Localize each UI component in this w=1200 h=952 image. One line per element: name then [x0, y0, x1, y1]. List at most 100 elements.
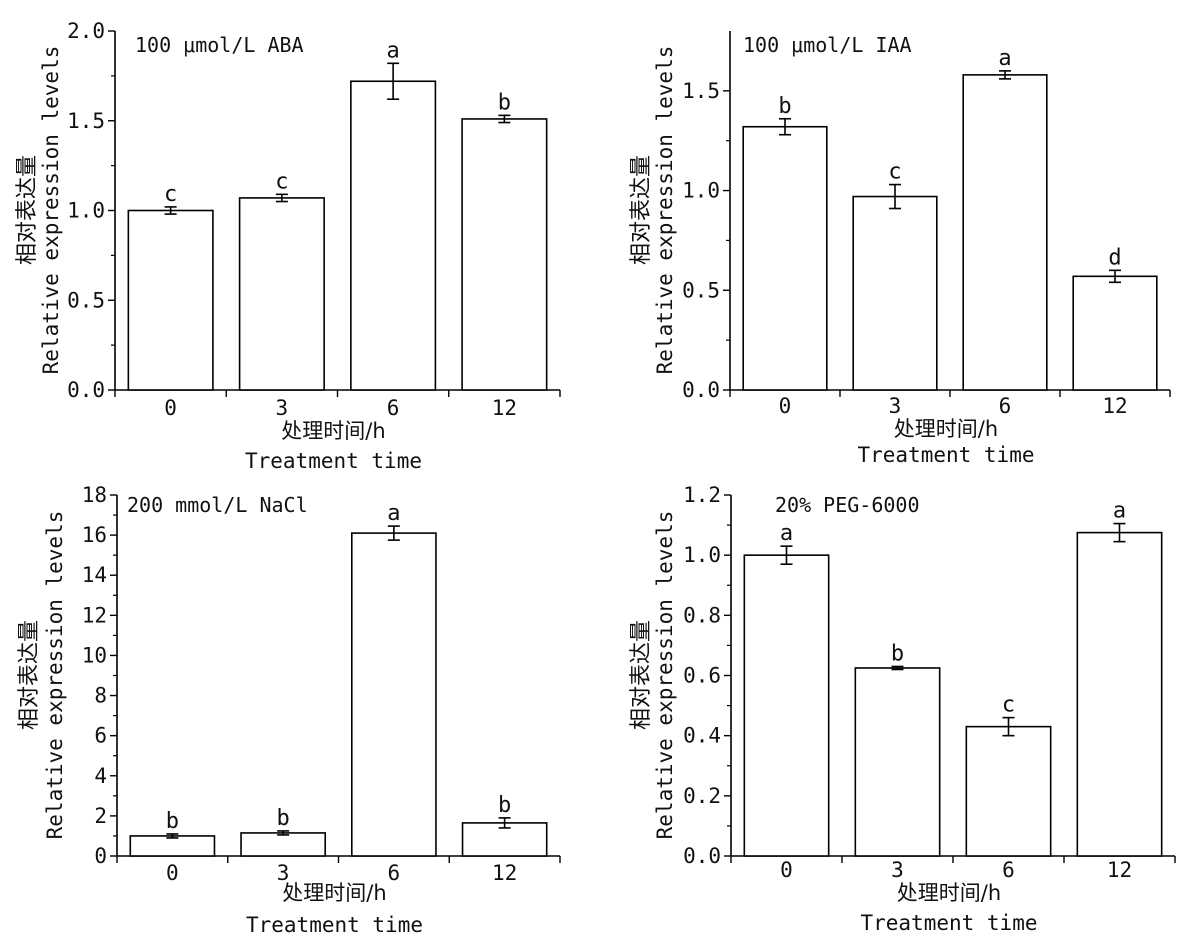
- y-axis-label: Relative expression levels: [39, 46, 63, 375]
- bar-6: [965, 725, 1052, 857]
- chart-title: 20% PEG-6000: [775, 493, 920, 517]
- bar-6: [962, 74, 1048, 391]
- chart-title: 100 μmol/L IAA: [743, 33, 912, 57]
- y-axis-label-cn: 相对表达量: [629, 155, 654, 265]
- y-axis-label-cn: 相对表达量: [629, 620, 654, 730]
- bar-0: [127, 209, 214, 391]
- chart-nacl: 0 2 4 6 8 10 12 14 16 18 b 0 b 3 a 6 b 12 200 mmol/L NaCl 处…: [17, 483, 561, 937]
- y-axis-label-cn: 相对表达量: [17, 620, 42, 730]
- chart-aba: 0.0 0.5 1.0 1.5 2.0 c 0 c 3 a 6 b 12 100 μmol/L ABA 处理…: [15, 19, 561, 473]
- significance-label: b: [498, 90, 511, 115]
- y-tick-label: 1.0: [683, 543, 721, 567]
- y-axis-label: Relative expression levels: [653, 511, 677, 840]
- y-axis-label: Relative expression levels: [653, 46, 677, 375]
- significance-label: a: [1113, 499, 1126, 524]
- x-tick-label: 6: [388, 861, 401, 885]
- y-tick-label: 1.2: [683, 483, 721, 507]
- x-tick-label: 3: [889, 394, 902, 418]
- significance-label: b: [498, 793, 511, 818]
- bar-6: [350, 532, 437, 857]
- significance-label: b: [277, 806, 290, 831]
- chart-title: 100 μmol/L ABA: [135, 33, 304, 57]
- y-tick-label: 2.0: [67, 19, 105, 43]
- y-tick-label: 0.5: [682, 278, 720, 302]
- x-axis-label-cn: 处理时间/h: [897, 881, 1001, 905]
- x-tick-label: 0: [166, 861, 179, 885]
- significance-label: d: [1108, 245, 1121, 270]
- y-tick-label: 0.0: [683, 844, 721, 868]
- x-tick-label: 12: [492, 861, 517, 885]
- panel-aba: 0.0 0.5 1.0 1.5 2.0 c 0 c 3 a 6 b 12 100 μmol/L ABA 处理…: [0, 0, 600, 475]
- y-tick-label: 8: [94, 684, 107, 708]
- y-tick-label: 1.5: [682, 79, 720, 103]
- y-tick-label: 0.5: [67, 288, 105, 312]
- y-tick-label: 1.5: [67, 109, 105, 133]
- x-tick-label: 6: [999, 394, 1012, 418]
- y-axis-label: Relative expression levels: [43, 511, 67, 840]
- y-axis-label-cn: 相对表达量: [15, 155, 40, 265]
- significance-label: b: [891, 641, 904, 666]
- x-tick-label: 3: [276, 396, 289, 420]
- x-axis-label-cn: 处理时间/h: [282, 881, 386, 905]
- chart-title: 200 mmol/L NaCl: [127, 493, 308, 517]
- y-tick-label: 18: [82, 483, 107, 507]
- y-tick-label: 0.2: [683, 784, 721, 808]
- x-tick-label: 6: [387, 396, 400, 420]
- bar-3: [240, 832, 327, 857]
- y-tick-label: 12: [82, 603, 107, 627]
- y-tick-label: 0.0: [67, 378, 105, 402]
- y-tick-label: 0.0: [682, 378, 720, 402]
- significance-label: b: [778, 94, 791, 119]
- x-tick-label: 0: [779, 394, 792, 418]
- y-tick-label: 16: [82, 523, 107, 547]
- x-tick-label: 6: [1002, 858, 1015, 882]
- x-axis-label: Treatment time: [857, 443, 1034, 467]
- significance-label: a: [998, 46, 1011, 71]
- y-tick-label: 2: [94, 804, 107, 828]
- bar-0: [743, 554, 830, 857]
- x-axis-label-cn: 处理时间/h: [894, 417, 998, 441]
- bar-12: [1072, 275, 1158, 391]
- x-tick-label: 12: [1107, 858, 1132, 882]
- significance-label: c: [888, 160, 901, 185]
- y-tick-label: 14: [82, 563, 107, 587]
- bar-3: [238, 197, 325, 391]
- y-tick-label: 0.8: [683, 603, 721, 627]
- bar-12: [461, 118, 548, 391]
- chart-peg: 0.0 0.2 0.4 0.6 0.8 1.0 1.2 a 0 b 3 c 6 a 12 20% PEG-60…: [629, 483, 1176, 935]
- y-tick-label: 1.0: [682, 179, 720, 203]
- x-axis-label-cn: 处理时间/h: [281, 419, 385, 443]
- significance-label: c: [1002, 693, 1015, 718]
- panel-nacl: 0 2 4 6 8 10 12 14 16 18 b 0 b 3 a 6 b 12 200 mmol/L NaCl 处…: [0, 475, 600, 947]
- significance-label: a: [387, 38, 400, 63]
- bar-0: [129, 835, 216, 857]
- y-tick-label: 10: [82, 643, 107, 667]
- x-tick-label: 0: [780, 858, 793, 882]
- x-tick-label: 3: [891, 858, 904, 882]
- significance-label: a: [387, 501, 400, 526]
- y-tick-label: 6: [94, 724, 107, 748]
- bar-3: [852, 195, 938, 391]
- y-tick-label: 0.4: [683, 724, 721, 748]
- significance-label: c: [164, 182, 177, 207]
- x-axis-label: Treatment time: [860, 911, 1037, 935]
- x-tick-label: 12: [492, 396, 517, 420]
- x-tick-label: 0: [164, 396, 177, 420]
- significance-label: c: [275, 169, 288, 194]
- panel-peg: 0.0 0.2 0.4 0.6 0.8 1.0 1.2 a 0 b 3 c 6 a 12 20% PEG-60…: [600, 475, 1200, 947]
- x-axis-label: Treatment time: [246, 913, 423, 937]
- y-tick-label: 0: [94, 844, 107, 868]
- bar-0: [742, 125, 828, 391]
- bar-3: [854, 667, 941, 857]
- x-tick-label: 3: [277, 861, 290, 885]
- bar-6: [350, 80, 437, 391]
- y-tick-label: 1.0: [67, 199, 105, 223]
- significance-label: b: [166, 809, 179, 834]
- bar-12: [1076, 531, 1163, 857]
- y-tick-label: 4: [94, 764, 107, 788]
- x-axis-label: Treatment time: [245, 449, 422, 473]
- x-tick-label: 12: [1102, 394, 1127, 418]
- panel-iaa: 0.0 0.5 1.0 1.5 b 0 c 3 a 6 d 12 100 μmol/L IAA 处理时间/…: [600, 0, 1200, 475]
- y-tick-label: 0.6: [683, 664, 721, 688]
